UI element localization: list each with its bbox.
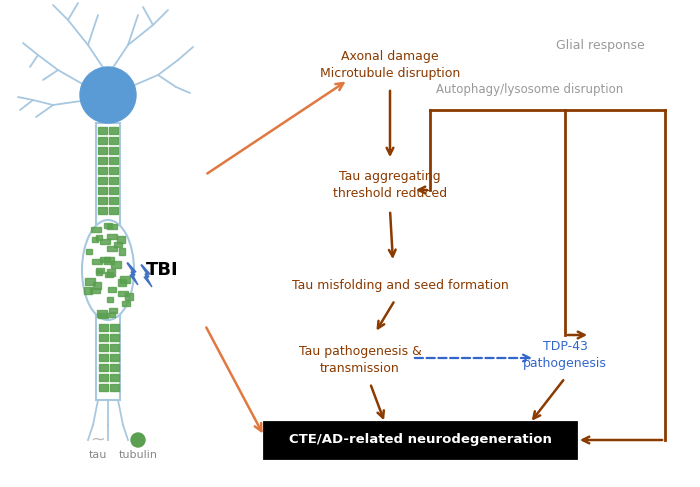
Bar xyxy=(109,157,118,164)
Bar xyxy=(108,287,116,293)
Bar xyxy=(118,236,125,244)
Bar xyxy=(98,187,107,194)
Bar xyxy=(99,344,108,351)
Polygon shape xyxy=(141,265,152,287)
Bar xyxy=(109,147,118,154)
Bar xyxy=(107,246,117,251)
Bar xyxy=(92,237,98,242)
Text: Tau misfolding and seed formation: Tau misfolding and seed formation xyxy=(292,279,508,292)
Bar xyxy=(109,167,118,174)
FancyBboxPatch shape xyxy=(264,422,576,458)
Text: CTE/AD-related neurodegeneration: CTE/AD-related neurodegeneration xyxy=(288,433,552,447)
Text: TDP-43
pathogenesis: TDP-43 pathogenesis xyxy=(523,340,607,370)
Text: Tau pathogenesis &
transmission: Tau pathogenesis & transmission xyxy=(299,345,421,375)
Bar xyxy=(125,293,133,300)
Bar xyxy=(98,207,107,214)
Text: Axonal damage
Microtubule disruption: Axonal damage Microtubule disruption xyxy=(320,50,460,80)
Bar xyxy=(96,123,120,400)
Bar xyxy=(109,177,118,184)
Bar xyxy=(109,207,118,214)
Bar xyxy=(107,224,117,229)
Bar xyxy=(96,268,104,273)
Bar xyxy=(93,282,102,289)
Bar xyxy=(108,312,115,317)
Bar xyxy=(107,234,118,240)
Bar xyxy=(96,235,102,241)
Bar xyxy=(109,197,118,204)
Text: ~: ~ xyxy=(90,431,106,449)
Bar xyxy=(98,147,107,154)
Bar xyxy=(100,239,111,244)
Bar xyxy=(84,287,92,294)
Bar xyxy=(110,354,119,361)
Bar xyxy=(98,157,107,164)
Bar xyxy=(109,137,118,144)
Bar xyxy=(118,248,125,255)
Bar xyxy=(110,334,119,341)
Bar xyxy=(99,374,108,381)
Bar xyxy=(97,270,102,275)
Bar xyxy=(106,297,113,302)
Bar xyxy=(104,257,114,264)
Bar xyxy=(98,167,107,174)
Bar xyxy=(99,324,108,331)
Bar xyxy=(104,223,112,228)
Bar xyxy=(85,278,95,285)
Bar xyxy=(98,313,108,318)
Bar xyxy=(99,258,110,262)
Bar xyxy=(110,344,119,351)
Bar xyxy=(109,127,118,134)
Circle shape xyxy=(131,433,145,447)
Bar xyxy=(114,242,122,247)
Bar xyxy=(99,334,108,341)
Bar xyxy=(110,374,119,381)
Text: Tau aggregating
threshold reduced: Tau aggregating threshold reduced xyxy=(333,170,447,200)
Bar xyxy=(92,259,102,264)
Bar xyxy=(111,261,121,268)
Text: Autophagy/lysosome disruption: Autophagy/lysosome disruption xyxy=(436,83,624,96)
Bar xyxy=(118,291,128,296)
Text: tau: tau xyxy=(89,450,107,460)
Text: tubulin: tubulin xyxy=(118,450,158,460)
Bar xyxy=(99,364,108,371)
Bar xyxy=(105,272,113,277)
Bar xyxy=(109,187,118,194)
Bar xyxy=(86,249,92,254)
Bar xyxy=(120,276,130,283)
Bar xyxy=(122,301,130,306)
Text: Glial response: Glial response xyxy=(556,38,645,52)
Bar xyxy=(110,364,119,371)
Bar xyxy=(98,197,107,204)
Bar xyxy=(98,127,107,134)
Ellipse shape xyxy=(82,220,134,320)
Circle shape xyxy=(80,67,136,123)
Bar xyxy=(110,324,119,331)
Bar xyxy=(108,308,117,314)
Bar xyxy=(98,177,107,184)
Bar xyxy=(90,288,99,293)
Bar xyxy=(98,137,107,144)
Polygon shape xyxy=(127,263,138,285)
Text: TBI: TBI xyxy=(146,261,178,279)
Bar xyxy=(110,384,119,391)
Bar xyxy=(99,384,108,391)
Bar xyxy=(107,268,115,276)
Bar xyxy=(91,227,101,232)
Bar xyxy=(97,310,108,317)
Bar xyxy=(118,280,125,286)
Bar xyxy=(99,354,108,361)
